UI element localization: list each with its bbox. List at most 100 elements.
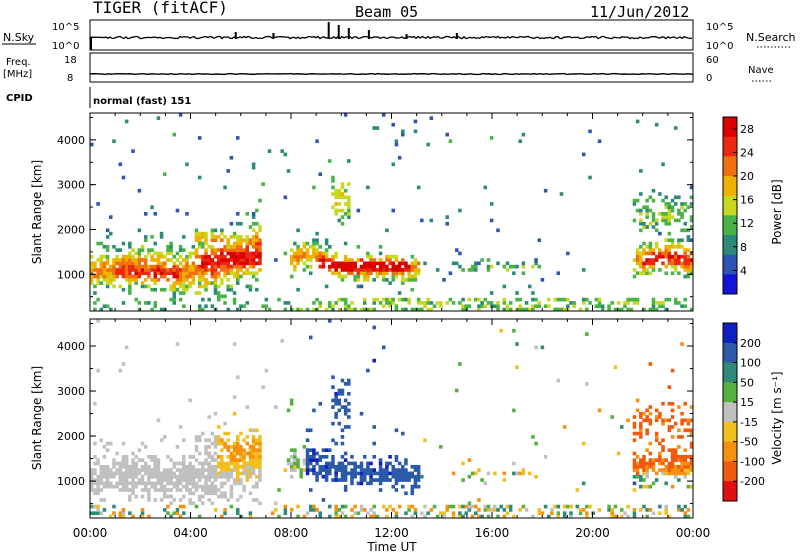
power-cell (378, 251, 383, 256)
power-cell (207, 261, 211, 266)
power-cell (121, 241, 126, 246)
power-cell (385, 268, 389, 272)
vel-cell (213, 488, 218, 492)
vel-cell (401, 471, 405, 476)
vel-cell (645, 514, 649, 519)
power-cell (369, 258, 373, 262)
vel-cell (651, 511, 656, 516)
vel-cell (93, 488, 97, 492)
vel-cell (162, 494, 167, 499)
nsky-trace (89, 22, 693, 50)
power-cell (347, 261, 351, 266)
power-cell (169, 271, 173, 276)
power-cell (673, 254, 678, 259)
power-cell (182, 258, 186, 262)
power-cell (255, 261, 259, 266)
vel-cell (467, 504, 472, 509)
vel-colorbar-swatch (723, 362, 737, 383)
power-cell (289, 254, 294, 259)
vel-cell (213, 474, 218, 479)
vel-cell (385, 471, 389, 476)
power-cell (654, 307, 659, 312)
vel-cell (305, 464, 310, 469)
power-cell (645, 245, 649, 249)
vel-cell (575, 504, 580, 509)
power-cell (172, 132, 177, 137)
vel-cell (90, 474, 94, 479)
vel-cell (93, 478, 97, 482)
vel-cell (188, 461, 192, 466)
power-cell (626, 301, 630, 305)
power-cell (296, 228, 300, 233)
vel-cell (191, 471, 196, 476)
vel-cell (239, 471, 243, 476)
vel-cell (162, 478, 167, 482)
power-cell (143, 261, 148, 266)
vel-cell (251, 438, 256, 443)
vel-cell (213, 451, 218, 456)
power-cell (375, 261, 380, 266)
vel-cell (188, 474, 192, 479)
nave-label: Nave (748, 65, 774, 76)
vel-cell (359, 461, 364, 466)
vel-cell (140, 481, 145, 486)
power-cell (182, 291, 186, 295)
vel-cell (223, 471, 227, 476)
vel-cell (391, 468, 396, 472)
vel-cell (461, 504, 465, 509)
power-cell (258, 241, 262, 246)
vel-cell (353, 461, 357, 466)
power-cell (115, 254, 119, 259)
power-cell (147, 284, 151, 289)
vel-cell (397, 504, 402, 509)
vel-cell (213, 471, 218, 476)
power-cell (216, 254, 221, 259)
vel-cell (194, 468, 199, 472)
power-cell (429, 307, 434, 312)
power-cell (216, 248, 221, 252)
vel-cell (372, 514, 376, 519)
vel-cell (556, 504, 561, 509)
power-cell (318, 264, 323, 269)
power-cell (258, 225, 262, 229)
power-cell (175, 278, 180, 282)
power-cell (128, 291, 132, 295)
vel-cell (188, 454, 192, 459)
power-cell (137, 258, 142, 262)
vel-cell (401, 464, 405, 469)
power-cell (99, 254, 104, 259)
freq-tick-high: 18 (64, 55, 77, 66)
vel-cell (350, 471, 354, 476)
power-cell (102, 268, 107, 272)
power-cell (188, 284, 192, 289)
power-cell (677, 254, 681, 259)
power-cell (658, 254, 662, 259)
vel-cell (245, 474, 250, 479)
power-cell (185, 264, 189, 269)
vel-cell (404, 474, 408, 479)
power-cell (369, 264, 373, 269)
vel-cell (324, 468, 329, 472)
vel-cell (648, 461, 653, 466)
vel-cell (388, 461, 392, 466)
power-colorbar-swatch (723, 195, 737, 216)
power-cell (239, 268, 243, 272)
power-cell (124, 264, 129, 269)
power-cell (112, 284, 116, 289)
vel-cell (661, 418, 665, 423)
x-tick-label: 08:00 (274, 526, 309, 540)
power-cell (572, 301, 576, 305)
power-cell (661, 261, 665, 266)
power-cell (150, 268, 154, 272)
power-cell (156, 116, 161, 120)
vel-cell (105, 464, 110, 469)
power-cell (118, 284, 123, 289)
vel-cell (667, 468, 672, 472)
vel-cell (343, 451, 348, 456)
colorbar-tick-label: 50 (740, 376, 754, 389)
vel-cell (226, 448, 230, 453)
vel-cell (255, 454, 259, 459)
power-cell (683, 251, 687, 256)
vel-cell (635, 408, 640, 413)
vel-cell (232, 441, 237, 446)
